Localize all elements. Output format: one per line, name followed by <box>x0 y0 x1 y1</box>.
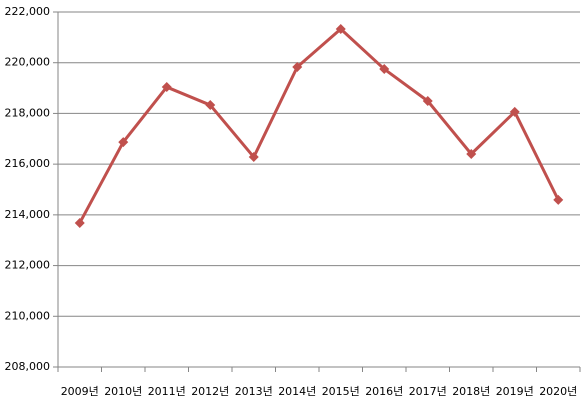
marker <box>205 100 216 111</box>
y-tick-label: 222,000 <box>5 5 51 18</box>
y-tick-label: 214,000 <box>5 208 51 221</box>
y-tick-label: 208,000 <box>5 360 51 373</box>
x-tick-label: 2014년 <box>278 385 316 398</box>
marker <box>553 194 564 205</box>
marker <box>74 217 85 228</box>
y-tick-label: 216,000 <box>5 157 51 170</box>
x-tick-label: 2011년 <box>148 385 186 398</box>
marker <box>509 106 520 117</box>
x-tick-label: 2017년 <box>409 385 447 398</box>
x-tick-label: 2012년 <box>191 385 229 398</box>
marker <box>379 64 390 75</box>
x-tick-label: 2018년 <box>452 385 490 398</box>
x-tick-label: 2016년 <box>365 385 403 398</box>
x-tick-label: 2013년 <box>235 385 273 398</box>
marker <box>161 82 172 93</box>
line <box>78 27 560 224</box>
x-tick-label: 2019년 <box>496 385 534 398</box>
marker <box>248 152 259 163</box>
x-tick-label: 2010년 <box>104 385 142 398</box>
marker <box>292 62 303 73</box>
marker <box>118 137 129 148</box>
y-tick-label: 212,000 <box>5 259 51 272</box>
x-tick-label: 2009년 <box>61 385 99 398</box>
x-tick-label: 2020년 <box>539 385 577 398</box>
y-tick-label: 218,000 <box>5 106 51 119</box>
x-tick-label: 2015년 <box>322 385 360 398</box>
marker <box>466 149 477 159</box>
marker <box>335 23 346 34</box>
marker <box>422 96 433 107</box>
y-tick-label: 210,000 <box>5 309 51 322</box>
y-tick-label: 220,000 <box>5 56 51 69</box>
